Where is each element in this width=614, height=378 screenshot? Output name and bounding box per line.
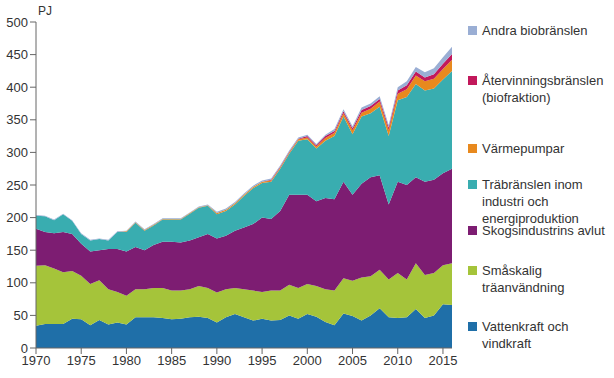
html-text:Värmepumpar: Värmepumpar — [482, 141, 565, 156]
svg-text:1980: 1980 — [112, 353, 141, 368]
html-text:Småskalig träanvändning: Småskalig träanvändning — [482, 263, 565, 295]
svg-text:1970: 1970 — [21, 353, 51, 369]
html-text:Skogsindustrins avlut: Skogsindustrins avlut — [482, 223, 605, 238]
svg-text:500: 500 — [8, 15, 28, 30]
svg-text:2015: 2015 — [428, 353, 457, 368]
svg-text:350: 350 — [8, 112, 28, 127]
svg-text:400: 400 — [8, 80, 28, 95]
svg-text:2010: 2010 — [383, 353, 412, 368]
svg-text:1990: 1990 — [202, 353, 231, 368]
html-text:PJ: PJ — [38, 4, 52, 18]
svg-text:50: 50 — [14, 308, 28, 323]
html-text:Träbränslen inom industri och: Träbränslen inom industri och energiprod… — [482, 177, 583, 226]
html-text:Återvinningsbränslen (biofrakt: Återvinningsbränslen (biofraktion) — [482, 73, 604, 105]
svg-text:450: 450 — [8, 47, 28, 62]
svg-text:1975: 1975 — [67, 353, 96, 368]
html-text:Andra biobränslen: Andra biobränslen — [482, 23, 588, 38]
svg-text:1995: 1995 — [248, 353, 277, 368]
svg-text:2005: 2005 — [338, 353, 367, 368]
svg-text:300: 300 — [8, 145, 28, 160]
svg-text:2000: 2000 — [293, 353, 322, 368]
svg-text:200: 200 — [8, 210, 28, 225]
svg-text:1985: 1985 — [157, 353, 186, 368]
svg-text:100: 100 — [8, 275, 28, 290]
svg-text:0: 0 — [21, 341, 28, 356]
html-text:Vattenkraft och vindkraft: Vattenkraft och vindkraft — [482, 319, 569, 351]
svg-text:150: 150 — [8, 243, 28, 258]
svg-text:250: 250 — [8, 178, 28, 193]
